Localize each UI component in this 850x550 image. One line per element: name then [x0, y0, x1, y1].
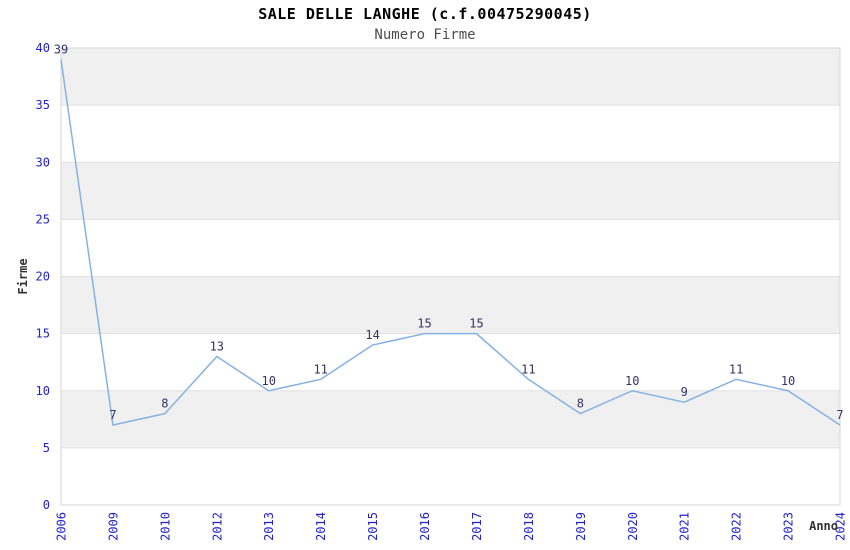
- x-tick-label: 2021: [678, 512, 692, 541]
- y-tick-label: 0: [43, 498, 50, 512]
- y-tick-label: 15: [36, 327, 50, 341]
- x-tick-label: 2012: [210, 512, 224, 541]
- x-tick-label: 2010: [158, 512, 172, 541]
- point-value-label: 11: [521, 362, 535, 376]
- point-value-label: 39: [54, 42, 68, 56]
- data-line-firme: [60, 59, 841, 426]
- y-tick-label: 20: [36, 270, 50, 284]
- point-value-label: 10: [781, 374, 795, 388]
- x-axis-title: Anno: [809, 519, 838, 533]
- x-tick-label: 2015: [366, 512, 380, 541]
- point-value-label: 7: [836, 408, 843, 422]
- y-tick-label: 40: [36, 41, 50, 55]
- x-tick-label: 2017: [470, 512, 484, 541]
- x-tick-label: 2013: [262, 512, 276, 541]
- point-value-label: 11: [313, 362, 327, 376]
- point-value-label: 15: [469, 317, 483, 331]
- x-tick-label: 2024: [834, 512, 848, 541]
- y-tick-label: 25: [36, 212, 50, 226]
- data-point-labels: 39 7 8 13 10 11 14 15 15 11 8 10 9 11 10 7: [54, 42, 844, 422]
- point-value-label: 13: [210, 339, 224, 353]
- chart-subtitle: Numero Firme: [374, 27, 476, 43]
- x-tick-label: 2022: [730, 512, 744, 541]
- point-value-label: 15: [417, 317, 431, 331]
- point-value-label: 7: [109, 408, 116, 422]
- plot-background-bands: [61, 48, 840, 448]
- point-value-label: 11: [729, 362, 743, 376]
- y-tick-labels: 0 5 10 15 20 25 30 35 40: [36, 41, 50, 512]
- y-tick-label: 5: [43, 441, 50, 455]
- band-row: [61, 390, 840, 448]
- point-value-label: 10: [625, 374, 639, 388]
- x-tick-labels: 2006 2009 2010 2012 2013 2014 2015 2016 2017 2018…: [55, 512, 848, 541]
- point-value-label: 9: [681, 385, 688, 399]
- x-tick-label: 2019: [574, 512, 588, 541]
- plot-border: [60, 47, 841, 506]
- band-row: [61, 48, 840, 106]
- x-tick-label: 2009: [106, 512, 120, 541]
- x-tick-label: 2016: [418, 512, 432, 541]
- x-tick-label: 2006: [55, 512, 69, 541]
- point-value-label: 14: [365, 328, 379, 342]
- y-axis-title: Firme: [16, 258, 30, 294]
- band-row: [61, 162, 840, 220]
- point-value-label: 8: [577, 397, 584, 411]
- y-tick-label: 30: [36, 155, 50, 169]
- point-value-label: 10: [262, 374, 276, 388]
- x-tick-label: 2014: [314, 512, 328, 541]
- point-value-label: 8: [161, 397, 168, 411]
- x-tick-label: 2020: [626, 512, 640, 541]
- y-tick-label: 10: [36, 384, 50, 398]
- band-row: [61, 276, 840, 334]
- chart-title: SALE DELLE LANGHE (c.f.00475290045): [258, 5, 592, 23]
- x-tick-label: 2018: [522, 512, 536, 541]
- y-tick-label: 35: [36, 98, 50, 112]
- x-tick-label: 2023: [782, 512, 796, 541]
